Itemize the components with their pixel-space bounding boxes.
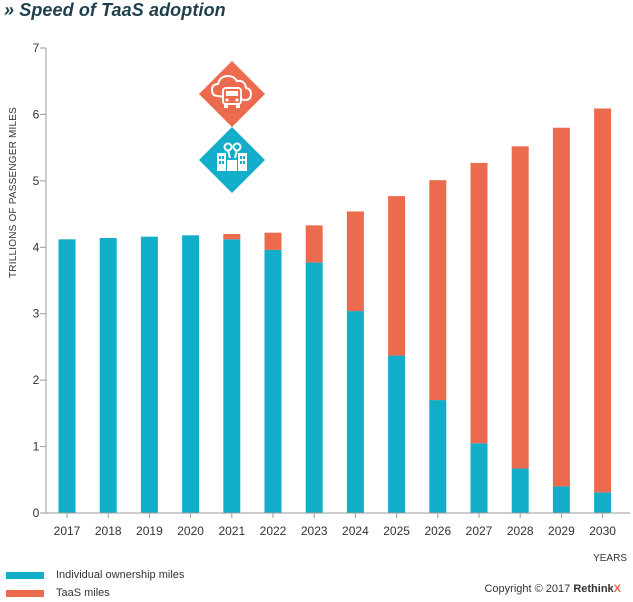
x-tick-label-2028: 2028 [507, 524, 534, 538]
x-tick-label-2026: 2026 [424, 524, 451, 538]
y-tick-label-5: 5 [33, 174, 40, 188]
window-3 [222, 161, 224, 164]
y-tick-label-2: 2 [33, 373, 40, 387]
y-tick-label-0: 0 [33, 506, 40, 520]
window-6 [240, 161, 242, 164]
window-1 [222, 156, 224, 159]
bar-taas-2029 [552, 127, 570, 487]
brand-name: Rethink [573, 583, 614, 595]
bar-individual-2020 [182, 235, 200, 514]
car-light-right [235, 98, 239, 102]
cloud-outline [210, 74, 253, 102]
bar-taas-2024 [346, 211, 364, 312]
y-tick-label-4: 4 [33, 240, 40, 254]
bar-taas-2025 [388, 196, 406, 356]
city-keys-icon [199, 127, 265, 193]
bar-individual-2017 [58, 239, 76, 514]
car-light-left [225, 98, 229, 102]
legend-label-taas: TaaS miles [56, 587, 110, 599]
bar-taas-2026 [429, 180, 447, 401]
bar-individual-2025 [388, 355, 406, 513]
legend: Individual ownership miles TaaS miles [6, 566, 184, 602]
legend-swatch-individual [6, 571, 44, 579]
car-cloud-icon [199, 61, 265, 127]
x-tick-label-2024: 2024 [342, 524, 369, 538]
bar-taas-2023 [305, 225, 323, 263]
y-tick-label-3: 3 [33, 307, 40, 321]
legend-swatch-taas [6, 589, 44, 597]
bar-individual-2029 [552, 486, 570, 513]
car-wheel-right [236, 104, 240, 108]
x-axis-title: YEARS [593, 553, 627, 564]
car-wheel-left [224, 104, 228, 108]
bar-individual-2023 [305, 262, 323, 513]
bar-individual-2022 [264, 249, 282, 513]
x-tick-label-2018: 2018 [95, 524, 122, 538]
window-7 [243, 161, 245, 164]
bar-individual-2027 [470, 443, 488, 513]
bar-taas-2021 [223, 234, 241, 240]
bar-individual-2019 [140, 236, 158, 513]
building-right [238, 153, 247, 171]
legend-label-individual: Individual ownership miles [56, 569, 185, 581]
x-tick-label-2027: 2027 [466, 524, 493, 538]
window-5 [243, 156, 245, 159]
bar-taas-2022 [264, 232, 282, 250]
bar-individual-2028 [511, 468, 529, 513]
legend-item-taas: TaaS miles [6, 584, 184, 602]
y-tick-label-7: 7 [33, 41, 40, 55]
brand-x: X [613, 583, 621, 595]
bar-taas-2028 [511, 146, 529, 469]
x-tick-label-2025: 2025 [383, 524, 410, 538]
bar-individual-2026 [429, 400, 447, 513]
bar-taas-2030 [594, 108, 612, 493]
key-left-shaft [227, 149, 231, 159]
building-left [217, 153, 226, 171]
window-2 [219, 161, 221, 164]
bar-taas-2027 [470, 162, 488, 444]
x-tick-label-2017: 2017 [54, 524, 81, 538]
legend-item-individual: Individual ownership miles [6, 566, 184, 584]
bar-individual-2030 [594, 492, 612, 513]
x-tick-label-2021: 2021 [218, 524, 245, 538]
chart-title: » Speed of TaaS adoption [4, 0, 226, 20]
y-tick-label-6: 6 [33, 107, 40, 121]
bar-individual-2021 [223, 239, 241, 514]
window-0 [219, 156, 221, 159]
x-tick-label-2023: 2023 [301, 524, 328, 538]
building-middle [227, 160, 237, 171]
x-tick-label-2019: 2019 [136, 524, 163, 538]
window-4 [240, 156, 242, 159]
y-axis-title: TRILLIONS OF PASSENGER MILES [8, 107, 19, 278]
x-tick-label-2022: 2022 [260, 524, 287, 538]
y-tick-label-1: 1 [33, 440, 40, 454]
bar-individual-2018 [99, 237, 117, 513]
x-tick-label-2020: 2020 [177, 524, 204, 538]
car-window [226, 91, 238, 96]
copyright: Copyright © 2017 RethinkX [484, 583, 621, 595]
key-right-shaft [234, 149, 238, 159]
x-tick-label-2029: 2029 [548, 524, 575, 538]
x-tick-label-2030: 2030 [589, 524, 616, 538]
copyright-text: Copyright © 2017 [484, 583, 574, 595]
bar-individual-2024 [346, 311, 364, 513]
